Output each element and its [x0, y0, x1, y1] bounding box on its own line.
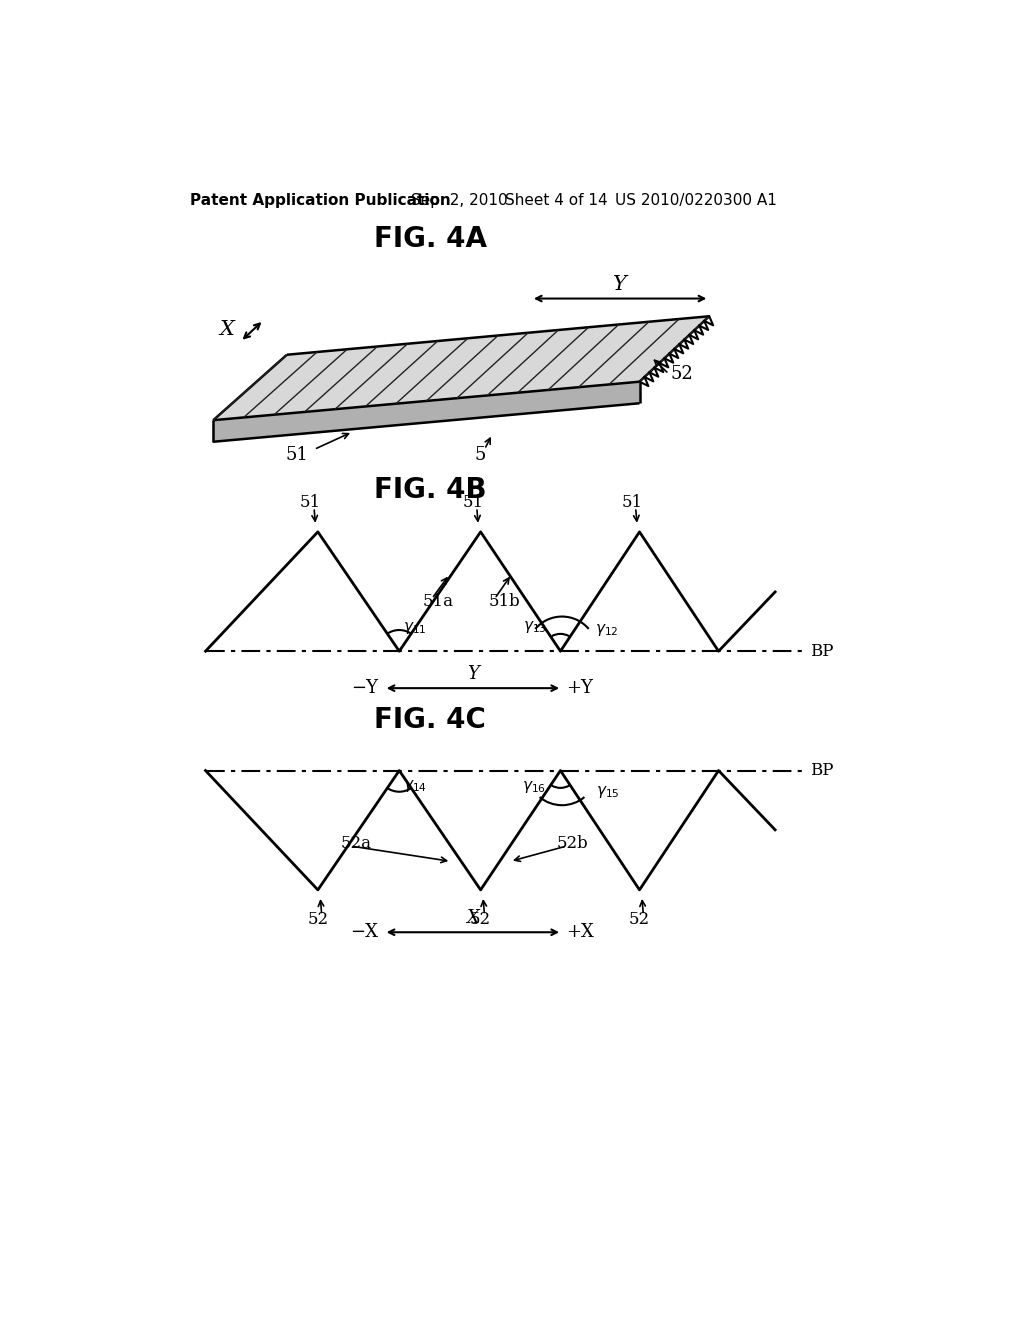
- Text: 52: 52: [307, 911, 329, 928]
- Text: Sheet 4 of 14: Sheet 4 of 14: [506, 193, 608, 209]
- Text: 51: 51: [300, 494, 321, 511]
- Text: −Y: −Y: [351, 680, 378, 697]
- Text: 52: 52: [671, 366, 693, 383]
- Text: 51: 51: [462, 494, 483, 511]
- Polygon shape: [213, 381, 640, 442]
- Text: 5: 5: [475, 446, 486, 463]
- Text: FIG. 4C: FIG. 4C: [375, 706, 486, 734]
- Text: +Y: +Y: [566, 680, 593, 697]
- Text: Y: Y: [613, 275, 627, 294]
- Text: X: X: [467, 909, 479, 928]
- Text: 52: 52: [629, 911, 650, 928]
- Text: $\gamma_{15}$: $\gamma_{15}$: [596, 784, 620, 800]
- Text: BP: BP: [810, 643, 834, 660]
- Text: $\gamma_{14}$: $\gamma_{14}$: [403, 777, 427, 793]
- Text: −X: −X: [350, 923, 379, 941]
- Text: 51a: 51a: [423, 593, 454, 610]
- Text: 52b: 52b: [557, 836, 589, 853]
- Polygon shape: [213, 317, 710, 420]
- Text: US 2010/0220300 A1: US 2010/0220300 A1: [614, 193, 776, 209]
- Text: 51b: 51b: [488, 593, 520, 610]
- Text: Patent Application Publication: Patent Application Publication: [190, 193, 451, 209]
- Text: $\gamma_{11}$: $\gamma_{11}$: [403, 620, 427, 636]
- Text: $\gamma_{12}$: $\gamma_{12}$: [595, 622, 618, 638]
- Text: BP: BP: [810, 762, 834, 779]
- Text: $\gamma_{16}$: $\gamma_{16}$: [521, 780, 546, 796]
- Text: $\gamma_{13}$: $\gamma_{13}$: [523, 619, 547, 635]
- Text: 51: 51: [286, 446, 308, 463]
- Text: +X: +X: [566, 923, 594, 941]
- Text: X: X: [220, 319, 234, 339]
- Text: 51: 51: [622, 494, 642, 511]
- Text: 52: 52: [470, 911, 492, 928]
- Text: 52a: 52a: [341, 836, 372, 853]
- Text: Y: Y: [467, 665, 479, 684]
- Text: Sep. 2, 2010: Sep. 2, 2010: [411, 193, 508, 209]
- Text: FIG. 4A: FIG. 4A: [374, 226, 486, 253]
- Text: FIG. 4B: FIG. 4B: [374, 475, 486, 503]
